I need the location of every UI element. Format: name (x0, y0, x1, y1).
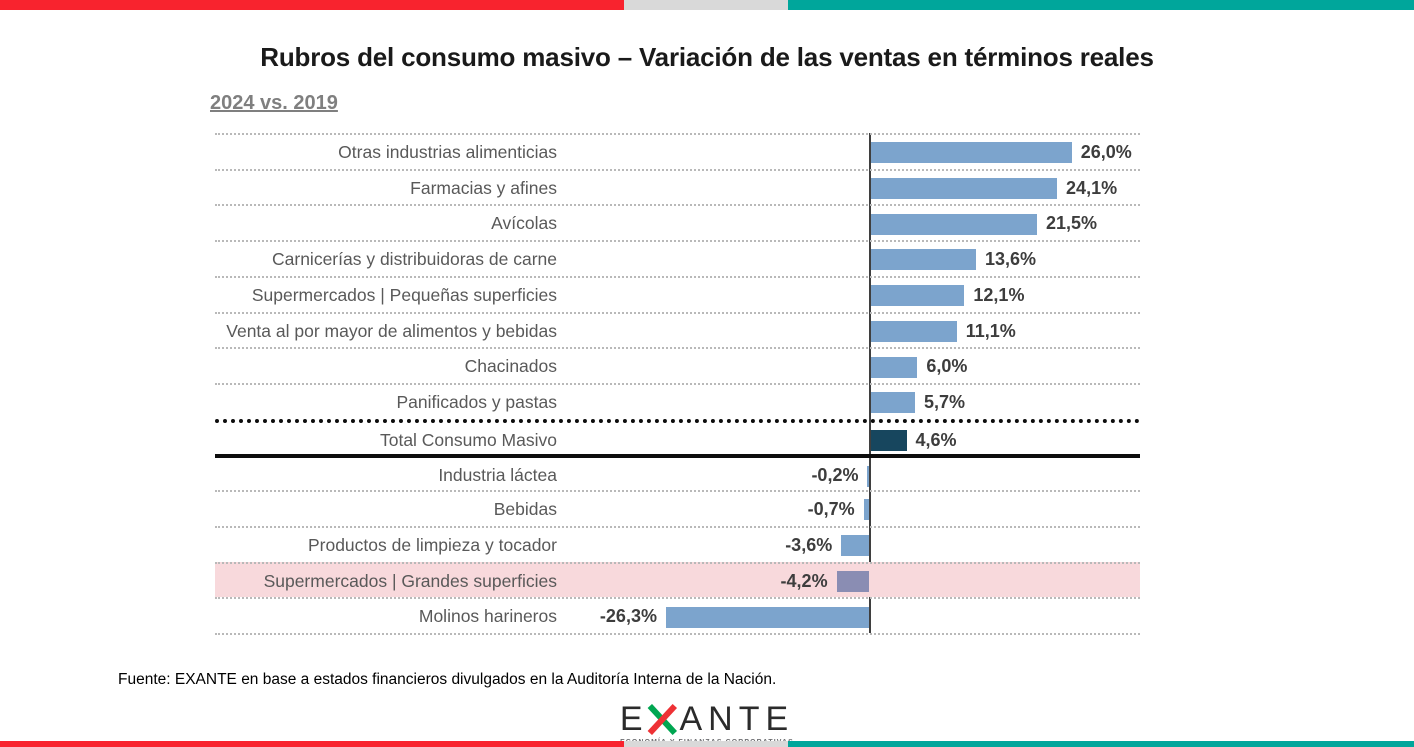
chart-row: Avícolas 21,5% (215, 204, 1140, 240)
value-label: 26,0% (1080, 142, 1132, 162)
accent-teal-segment (788, 741, 1414, 747)
value-label: 4,6% (915, 429, 957, 450)
value-label: 21,5% (1045, 213, 1098, 234)
value-label: -3,6% (785, 534, 833, 555)
accent-gray-segment (624, 741, 788, 747)
accent-gray-segment (624, 0, 788, 10)
accent-teal-segment (788, 0, 1414, 10)
bar (867, 465, 869, 487)
bar (836, 570, 869, 592)
accent-red-segment (0, 741, 624, 747)
bar (841, 535, 869, 557)
logo-letters-ante: ANTE (679, 700, 795, 738)
category-label: Total Consumo Masivo (379, 429, 557, 450)
logo-x-icon (647, 703, 677, 735)
bar (871, 178, 1058, 200)
bar (871, 249, 976, 271)
bar (871, 142, 1072, 164)
chart-row: Supermercados | Grandes superficies -4,2% (215, 561, 1140, 598)
value-label: -26,3% (599, 606, 657, 627)
bar (871, 320, 957, 342)
bar (863, 499, 869, 521)
value-label: 24,1% (1066, 177, 1118, 198)
category-label: Chacinados (464, 356, 557, 377)
value-label: 12,1% (973, 284, 1025, 305)
chart-row: Venta al por mayor de alimentos y bebida… (215, 311, 1140, 348)
category-label: Venta al por mayor de alimentos y bebida… (226, 320, 557, 341)
bar (871, 356, 918, 378)
value-label: -0,2% (811, 465, 859, 486)
exante-logo: E ANTE ECONOMÍA Y FINANZAS CORPORATIVAS (620, 702, 794, 746)
category-label: Productos de limpieza y tocador (307, 534, 557, 555)
accent-red-segment (0, 0, 624, 10)
category-label: Farmacias y afines (410, 177, 557, 198)
page-title: Rubros del consumo masivo – Variación de… (260, 42, 1154, 72)
chart-row: Chacinados 6,0% (215, 347, 1140, 383)
gridline-bottom (215, 633, 1140, 635)
value-label: 13,6% (984, 249, 1037, 270)
chart-row: Total Consumo Masivo 4,6% (215, 418, 1140, 455)
value-label: 5,7% (924, 392, 966, 412)
bar (871, 392, 915, 414)
chart-row: Productos de limpieza y tocador -3,6% (215, 525, 1140, 562)
category-label: Molinos harineros (418, 606, 557, 627)
category-label: Panificados y pastas (396, 392, 557, 412)
logo-letter-e: E (619, 700, 649, 738)
category-label: Supermercados | Pequeñas superficies (251, 284, 557, 305)
value-label: 6,0% (926, 356, 968, 377)
chart-row: Industria láctea -0,2% (215, 454, 1140, 490)
bar (665, 606, 869, 628)
bar-chart: Otras industrias alimenticias 26,0% Farmac… (215, 133, 1140, 635)
chart-row: Molinos harineros -26,3% (215, 597, 1140, 633)
category-label: Industria láctea (438, 465, 557, 486)
chart-row: Bebidas -0,7% (215, 490, 1140, 526)
value-label: -4,2% (780, 570, 828, 591)
chart-subtitle: 2024 vs. 2019 (210, 92, 338, 114)
chart-row: Farmacias y afines 24,1% (215, 168, 1140, 205)
bar (871, 213, 1037, 235)
bar (871, 285, 965, 307)
value-label: 11,1% (965, 320, 1016, 341)
chart-row: Supermercados | Pequeñas superficies 12,1… (215, 275, 1140, 312)
category-label: Bebidas (493, 499, 557, 520)
category-label: Avícolas (491, 213, 557, 234)
chart-row: Carnicerías y distribuidoras de carne 13,… (215, 240, 1140, 276)
chart-row: Panificados y pastas 5,7% (215, 383, 1140, 419)
bottom-accent-bar (0, 741, 1414, 747)
category-label: Supermercados | Grandes superficies (263, 570, 557, 591)
chart-row: Otras industrias alimenticias 26,0% (215, 133, 1140, 169)
value-label: -0,7% (807, 499, 855, 520)
category-label: Otras industrias alimenticias (338, 142, 557, 162)
top-accent-bar (0, 0, 1414, 10)
logo-wordmark: E ANTE (620, 702, 794, 736)
bar (871, 430, 907, 452)
category-label: Carnicerías y distribuidoras de carne (272, 249, 557, 270)
source-note: Fuente: EXANTE en base a estados financi… (118, 671, 777, 688)
